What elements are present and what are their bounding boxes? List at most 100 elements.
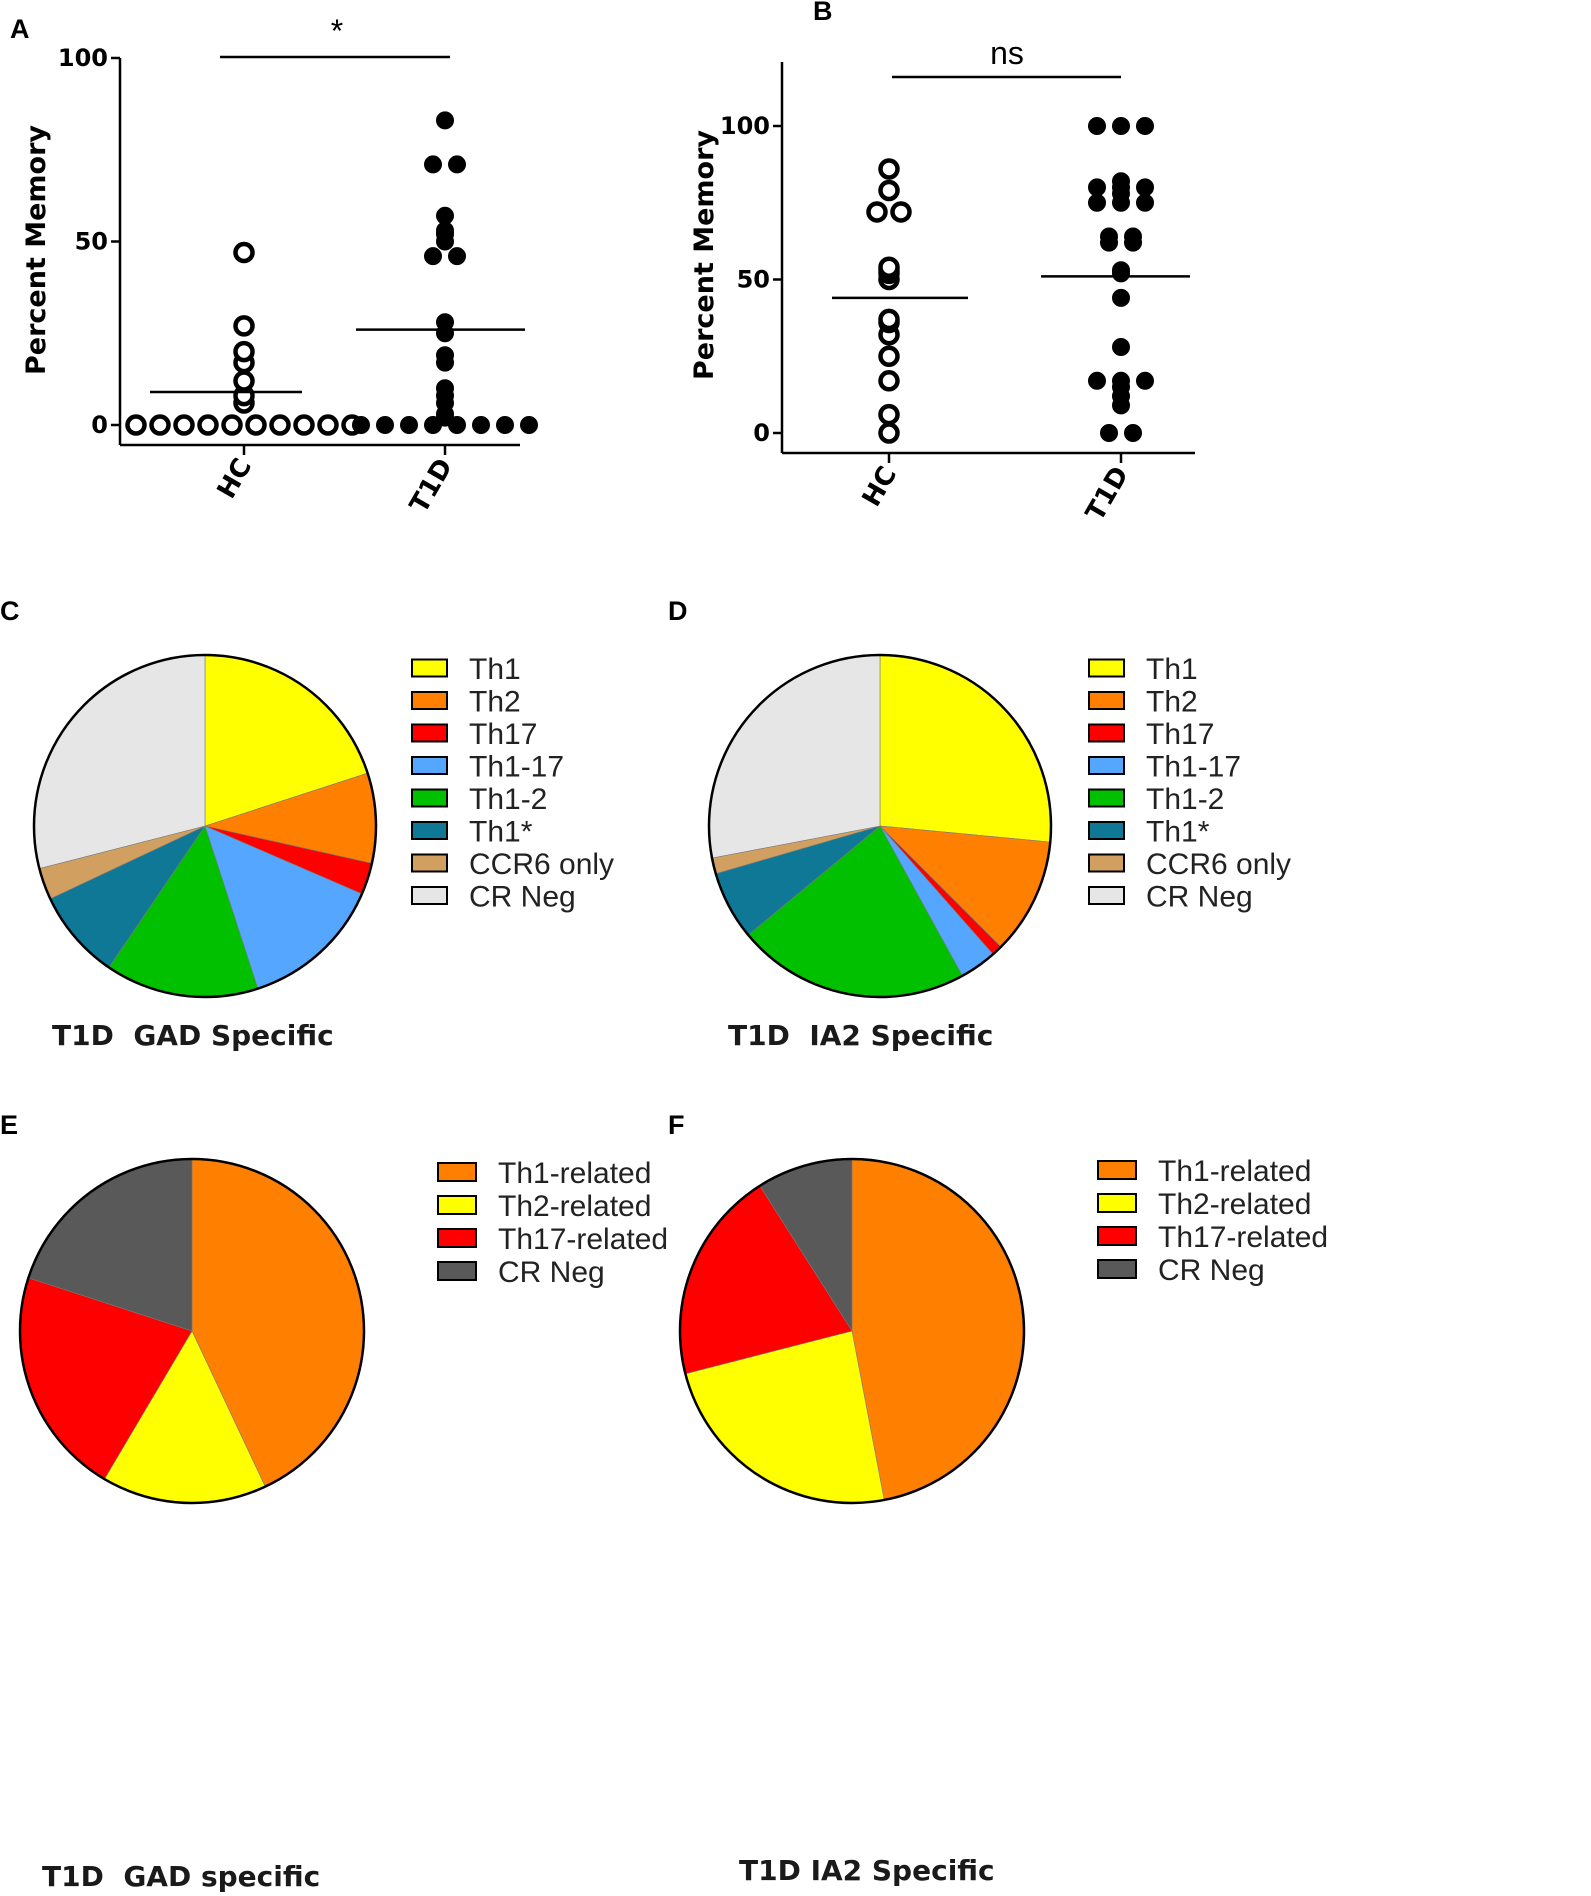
data-point-t1d xyxy=(1112,172,1130,191)
pie-title: T1D GAD specific xyxy=(42,1860,320,1893)
data-point-hc xyxy=(878,370,900,392)
legend-label: Th2 xyxy=(469,686,521,719)
legend-swatch-th1 xyxy=(1088,658,1125,678)
legend-swatch-th17 xyxy=(1088,723,1125,743)
data-point-hc xyxy=(125,414,147,436)
data-point-hc xyxy=(173,414,195,436)
y-axis-title: Percent Memory xyxy=(21,125,52,375)
legend-swatch-th2-related xyxy=(1097,1193,1137,1213)
data-point-t1d xyxy=(1136,193,1154,212)
legend-label: Th1-related xyxy=(498,1157,651,1190)
legend-label: Th2 xyxy=(1146,686,1198,719)
legend-swatch-th2 xyxy=(411,691,448,710)
panel-label-d: D xyxy=(668,596,688,626)
legend-label: Th17 xyxy=(1146,718,1214,751)
legend-label: Th1* xyxy=(1146,816,1210,849)
legend-swatch-cr-neg xyxy=(437,1261,477,1281)
scatter-panel-a: A 0 50 100 Percent Memory HC T1D * xyxy=(10,13,538,518)
data-point-t1d xyxy=(1100,227,1118,246)
data-point-t1d xyxy=(436,379,454,398)
data-point-t1d xyxy=(1124,424,1142,442)
data-point-hc xyxy=(878,345,900,367)
pie-slice-cr-neg xyxy=(708,654,881,859)
pie-outline xyxy=(707,653,1053,999)
legend-label: Th1-2 xyxy=(469,783,547,816)
data-point-hc xyxy=(878,179,900,202)
legend-label: CR Neg xyxy=(1146,881,1253,914)
legend-label: CR Neg xyxy=(469,881,576,914)
pie-slice-th1-related xyxy=(851,1158,1025,1501)
data-point-t1d xyxy=(436,346,454,365)
legend-label: Th1-17 xyxy=(1146,751,1241,784)
panel-label-f: F xyxy=(668,1110,685,1140)
data-point-t1d xyxy=(1112,261,1130,280)
data-point-t1d xyxy=(448,155,466,174)
data-point-t1d xyxy=(400,416,418,434)
legend-label: Th2-related xyxy=(1158,1188,1311,1221)
data-point-t1d xyxy=(1136,371,1154,390)
panel-label-c: C xyxy=(0,596,20,626)
legend-label: CCR6 only xyxy=(1146,848,1291,881)
legend-swatch-ccr6-only xyxy=(1088,853,1125,873)
x-category-label: T1D xyxy=(404,454,459,519)
data-point-t1d xyxy=(1088,371,1106,390)
legend-swatch-cr-neg xyxy=(411,886,448,905)
data-point-t1d xyxy=(448,247,466,266)
legend-label: CCR6 only xyxy=(469,848,614,881)
legend-label: Th17-related xyxy=(498,1223,668,1256)
legend-swatch-ccr6-only xyxy=(411,853,448,873)
data-point-hc xyxy=(293,414,315,436)
data-point-t1d xyxy=(1136,178,1154,197)
legend-label: Th1 xyxy=(1146,653,1198,686)
x-category-label: HC xyxy=(212,454,258,504)
legend-swatch-th1-related xyxy=(437,1162,477,1182)
data-point-t1d xyxy=(1088,178,1106,197)
data-point-hc xyxy=(221,414,243,436)
x-category-label: HC xyxy=(857,462,903,512)
data-point-t1d xyxy=(436,111,454,130)
data-point-t1d xyxy=(1112,338,1130,357)
legend-swatch-th1-17 xyxy=(411,756,448,775)
data-point-t1d xyxy=(520,416,538,434)
data-point-hc xyxy=(878,256,900,278)
y-tick-label: 50 xyxy=(75,228,108,256)
x-category-label: T1D xyxy=(1080,462,1135,527)
legend-label: Th1-related xyxy=(1158,1155,1311,1188)
y-tick-label: 0 xyxy=(753,419,770,447)
data-point-hc xyxy=(233,340,255,363)
legend-swatch-th1-17 xyxy=(1088,756,1125,775)
data-point-t1d xyxy=(496,416,514,434)
data-point-hc xyxy=(866,201,888,223)
data-point-t1d xyxy=(436,206,454,225)
data-point-t1d xyxy=(1112,371,1130,390)
legend-swatch-cr-neg xyxy=(1088,886,1125,905)
legend-swatch-th1-2 xyxy=(411,788,448,808)
data-point-t1d xyxy=(1112,288,1130,307)
legend-swatch-th17-related xyxy=(437,1228,477,1248)
legend-label: Th1-2 xyxy=(1146,783,1224,816)
legend-swatch-th17-related xyxy=(1097,1226,1137,1246)
legend-label: CR Neg xyxy=(498,1256,605,1289)
data-point-hc xyxy=(878,158,900,180)
data-point-t1d xyxy=(1136,117,1154,135)
data-point-t1d xyxy=(472,416,490,434)
legend-swatch-th2-related xyxy=(437,1195,477,1215)
pie-title: T1D IA2 Specific xyxy=(739,1854,995,1887)
panel-label-e: E xyxy=(0,1110,18,1140)
legend-swatch-th1-2 xyxy=(1088,788,1125,808)
data-point-hc xyxy=(890,201,912,223)
data-point-hc xyxy=(233,241,255,264)
data-point-t1d xyxy=(352,416,370,434)
legend-swatch-th1-related xyxy=(1097,1160,1137,1180)
pie-title: T1D GAD Specific xyxy=(52,1019,334,1052)
legend-swatch-th2 xyxy=(1088,691,1125,710)
data-point-t1d xyxy=(1112,117,1130,135)
y-tick-label: 100 xyxy=(58,44,108,72)
data-point-hc xyxy=(878,308,900,331)
legend-swatch-th1- xyxy=(411,821,448,840)
